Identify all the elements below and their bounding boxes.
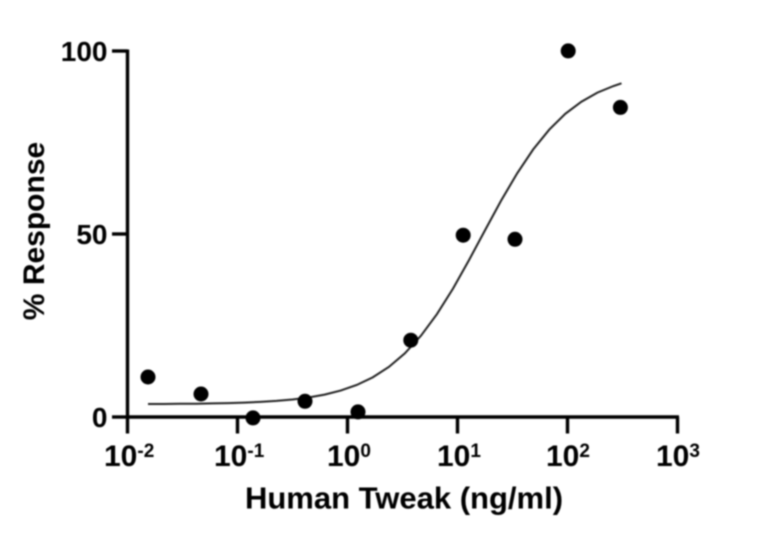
svg-text:102: 102: [546, 440, 590, 473]
svg-text:0: 0: [92, 402, 108, 433]
svg-text:101: 101: [437, 440, 481, 473]
svg-text:50: 50: [76, 219, 107, 250]
svg-text:103: 103: [656, 440, 700, 473]
svg-text:% Response: % Response: [18, 142, 51, 320]
svg-text:Human Tweak (ng/ml): Human Tweak (ng/ml): [245, 481, 563, 516]
svg-text:100: 100: [61, 36, 108, 67]
svg-text:100: 100: [327, 440, 371, 473]
svg-text:10-2: 10-2: [104, 440, 154, 473]
svg-text:10-1: 10-1: [214, 440, 265, 473]
